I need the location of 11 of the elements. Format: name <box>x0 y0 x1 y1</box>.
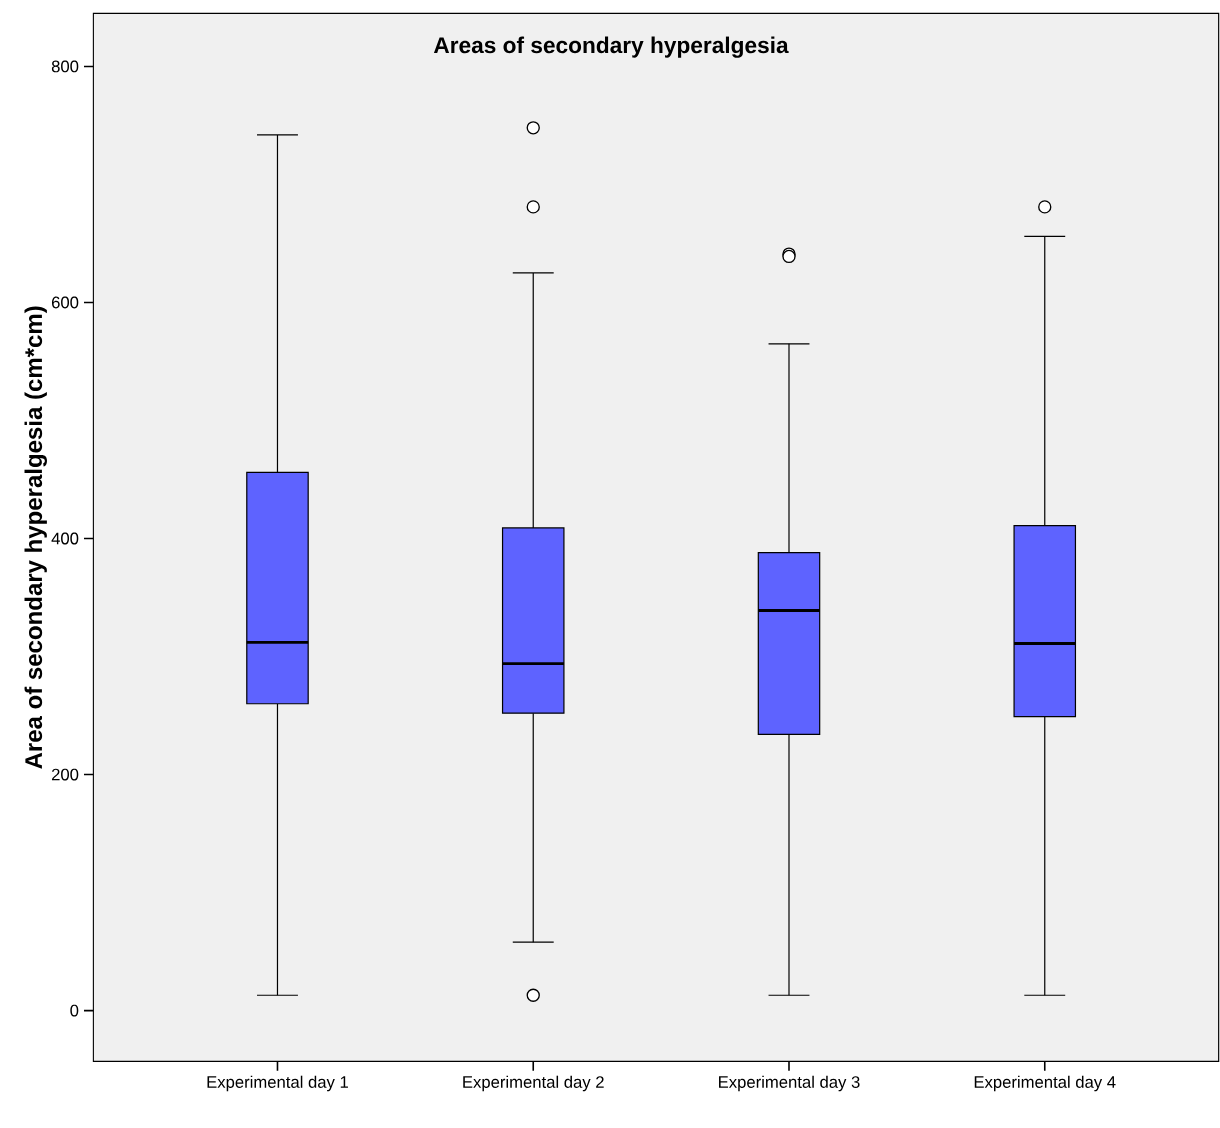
text: Areas of secondary hyperalgesia <box>433 36 789 58</box>
y-tick-label: 600 <box>51 296 79 309</box>
x-tick-label: Experimental day 4 <box>974 1075 1116 1092</box>
y-tick-label: 800 <box>51 60 79 73</box>
x-tick-label: Experimental day 2 <box>463 1075 604 1092</box>
y-tick-label: 400 <box>51 532 79 545</box>
x-tick-label: Experimental day 3 <box>719 1075 860 1092</box>
x-tick-label: Experimental day 1 <box>207 1075 348 1092</box>
y-tick-label: 0 <box>70 1004 79 1017</box>
y-axis-title: Area of secondary hyperalgesia (cm*cm) <box>24 306 47 769</box>
y-tick-label: 200 <box>51 768 79 781</box>
